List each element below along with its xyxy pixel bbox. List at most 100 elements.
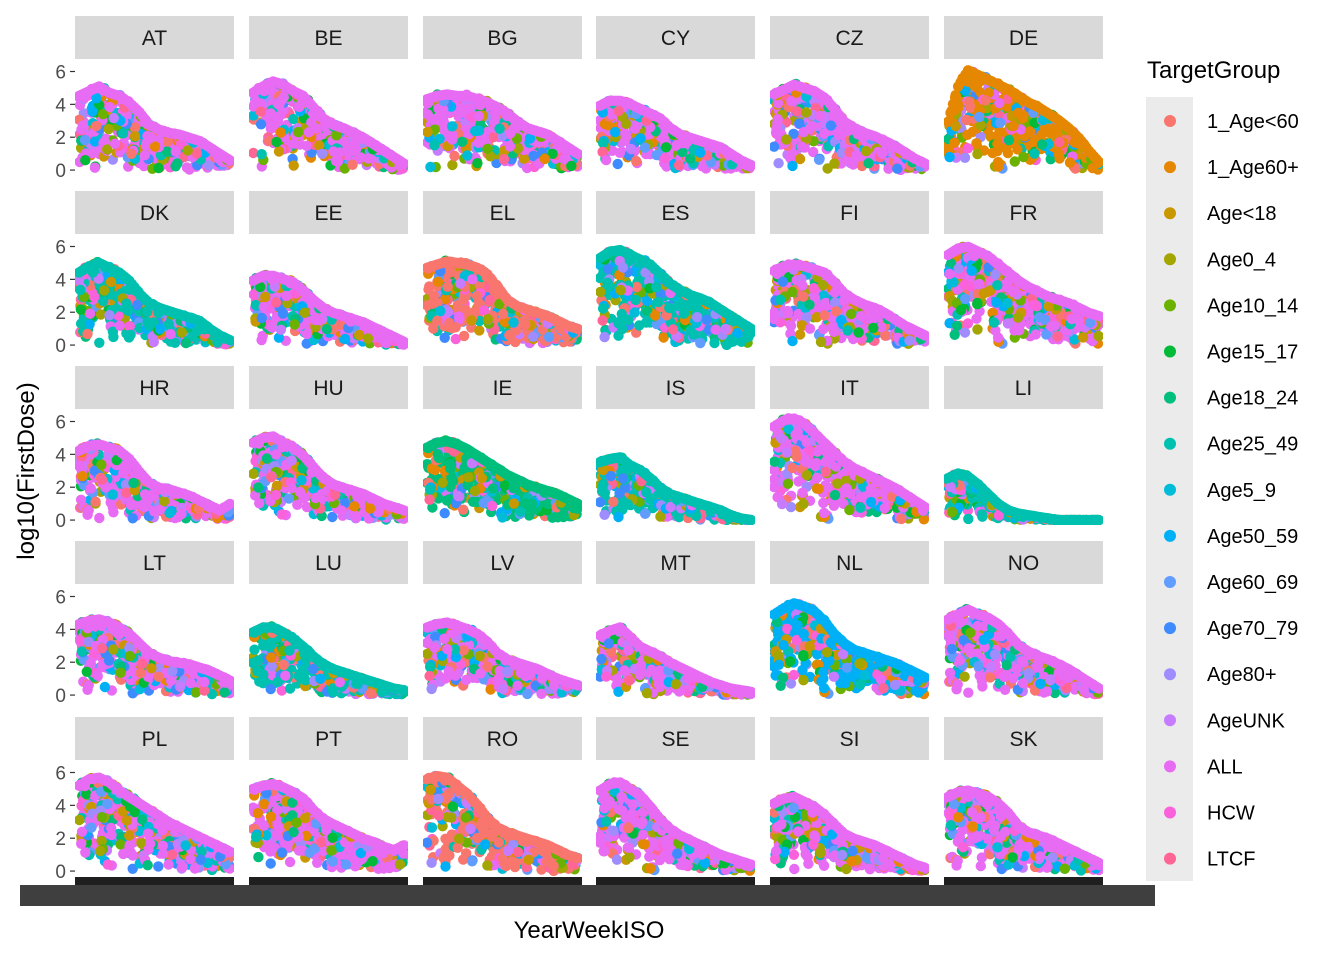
data-point [277,308,289,319]
y-tick-label: 4 [55,95,66,116]
data-point [457,136,468,147]
data-point [462,150,473,161]
data-point [1054,153,1065,164]
data-point [813,154,825,165]
data-point [321,324,333,335]
data-point [255,98,266,109]
data-point [129,131,141,142]
data-point [303,127,314,138]
data-point [547,148,558,159]
data-point [950,121,961,132]
data-point [425,161,436,173]
data-point [99,285,110,296]
data-point [288,113,299,125]
data-point [354,329,365,341]
facet-strip-label: BE [314,27,342,50]
data-point [892,163,903,174]
data-point [288,160,299,171]
data-point [474,325,485,336]
facet-points [770,78,929,175]
data-point [947,98,959,110]
data-point [314,140,325,151]
data-point [263,135,275,147]
data-point [673,160,685,171]
data-point [256,312,267,324]
data-point [114,320,126,331]
data-point [786,96,797,107]
data-point [255,281,266,293]
facet-points [423,255,582,349]
data-point [203,160,215,171]
data-point [162,136,173,147]
facet-strip-label: CZ [836,27,864,50]
data-point [87,106,98,117]
data-point [962,129,973,140]
data-point [80,155,91,166]
data-point [980,95,991,106]
data-point [255,106,266,117]
data-point [132,299,143,311]
y-tick-label: 0 [55,336,66,357]
data-point [79,134,91,146]
data-point [613,105,624,117]
data-point [293,126,304,138]
data-point [429,140,440,151]
facet-strip-label: AT [142,27,167,50]
data-point [249,147,259,159]
data-point [825,120,837,131]
data-point [482,143,493,154]
data-point [992,138,1003,150]
data-point [161,146,173,157]
facet-points [249,76,408,175]
data-point [121,298,132,309]
data-point [105,276,117,288]
data-point [109,138,121,149]
data-point [398,336,408,348]
data-point [494,123,505,134]
data-point [117,128,129,139]
data-point [447,129,458,141]
data-point [473,137,484,148]
data-point [256,149,267,160]
data-point [141,140,152,151]
data-point [124,321,135,332]
facet-strip-label: BG [487,27,517,50]
facet-points [423,89,582,174]
data-point [398,158,408,169]
data-point [293,101,305,113]
data-point [851,150,862,161]
facet-strip [770,16,929,59]
data-point [791,106,803,117]
data-point [89,162,101,173]
facet-strip [75,191,234,234]
data-point [794,153,806,165]
data-point [328,146,339,157]
y-tick-label: 6 [55,238,66,259]
data-point [1009,156,1020,167]
facet-de: DE [944,16,1103,175]
data-point [1001,101,1013,112]
data-point [773,158,784,169]
data-point [91,93,102,104]
data-point [107,326,119,337]
data-point [258,301,269,313]
data-point [423,109,433,120]
data-point [801,107,812,118]
data-point [597,137,609,149]
data-point [806,120,818,131]
data-point [139,150,150,161]
data-point [108,112,119,124]
data-point [770,141,780,152]
data-point [339,333,351,345]
data-point [518,153,530,164]
data-point [572,148,582,160]
data-point [796,141,807,152]
data-point [470,125,481,137]
data-point [772,114,783,125]
data-point [992,156,1004,168]
data-point [273,146,285,157]
data-point [814,110,826,122]
facet-points [75,81,234,175]
data-point [332,156,344,167]
data-point [180,337,192,349]
